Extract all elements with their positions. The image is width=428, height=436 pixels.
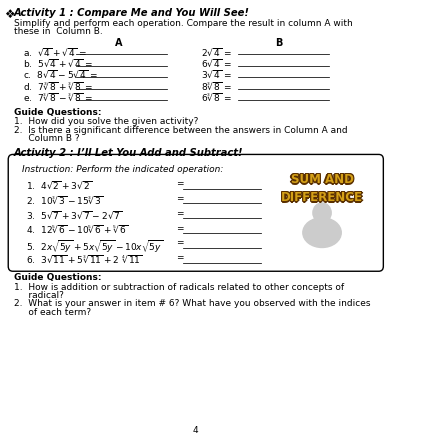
Text: 1.  How is addition or subtraction of radicals related to other concepts of: 1. How is addition or subtraction of rad… (14, 283, 344, 292)
Text: SUM AND: SUM AND (292, 173, 355, 186)
Text: Activity 1 : Compare Me and You Will See!: Activity 1 : Compare Me and You Will See… (14, 8, 250, 18)
Text: SUM AND: SUM AND (290, 172, 353, 185)
Text: 2.  What is your answer in item # 6? What have you observed with the indices: 2. What is your answer in item # 6? What… (14, 300, 370, 308)
FancyBboxPatch shape (8, 154, 383, 271)
Text: 4.  $12\sqrt[5]{6} - 10\sqrt[5]{6} + \sqrt[5]{6}$: 4. $12\sqrt[5]{6} - 10\sqrt[5]{6} + \sqr… (26, 224, 128, 235)
Text: these in  Column B.: these in Column B. (14, 27, 102, 36)
Text: $6\sqrt[3]{8}$ =: $6\sqrt[3]{8}$ = (201, 92, 232, 103)
Text: c.  $8\sqrt{4} - 5\sqrt{4}$ =: c. $8\sqrt{4} - 5\sqrt{4}$ = (23, 69, 98, 81)
Text: SUM AND: SUM AND (290, 174, 353, 187)
Ellipse shape (303, 218, 341, 248)
Text: radical?: radical? (14, 291, 64, 300)
Text: DIFFERENCE: DIFFERENCE (281, 190, 363, 203)
Text: of each term?: of each term? (14, 308, 91, 317)
Text: Guide Questions:: Guide Questions: (14, 108, 101, 117)
Text: DIFFERENCE: DIFFERENCE (282, 192, 364, 205)
Text: Activity 2 : I’ll Let You Add and Subtract!: Activity 2 : I’ll Let You Add and Subtra… (14, 147, 243, 157)
Text: $3\sqrt{4}$ =: $3\sqrt{4}$ = (201, 69, 232, 81)
Text: DIFFERENCE: DIFFERENCE (280, 192, 362, 205)
Text: =: = (175, 238, 183, 248)
Text: =: = (175, 179, 183, 188)
Text: 3.  $5\sqrt{7} + 3\sqrt{7} - 2\sqrt{7}$: 3. $5\sqrt{7} + 3\sqrt{7} - 2\sqrt{7}$ (26, 209, 122, 221)
Text: b.  $5\sqrt{4} + \sqrt{4}$ =: b. $5\sqrt{4} + \sqrt{4}$ = (23, 58, 93, 69)
Text: =: = (175, 224, 183, 233)
Text: SUM AND: SUM AND (291, 173, 354, 186)
Text: 2.  Is there a significant difference between the answers in Column A and: 2. Is there a significant difference bet… (14, 126, 348, 135)
Text: DIFFERENCE: DIFFERENCE (279, 191, 362, 204)
Text: Simplify and perform each operation. Compare the result in column A with: Simplify and perform each operation. Com… (14, 19, 353, 28)
Text: B: B (275, 37, 283, 48)
Text: Column B ?: Column B ? (14, 134, 79, 143)
Text: SUM AND: SUM AND (291, 175, 354, 188)
Text: =: = (175, 194, 183, 203)
Text: ❖: ❖ (4, 8, 14, 21)
Text: Instruction: Perform the indicated operation:: Instruction: Perform the indicated opera… (22, 165, 223, 174)
Text: A: A (115, 37, 123, 48)
Text: $8\sqrt[3]{8}$ =: $8\sqrt[3]{8}$ = (201, 80, 232, 92)
Text: SUM AND: SUM AND (289, 173, 352, 186)
Text: =: = (175, 209, 183, 218)
Text: 6.  $3\sqrt{11} + 5\sqrt[3]{11} + 2\ \sqrt[4]{11}$: 6. $3\sqrt{11} + 5\sqrt[3]{11} + 2\ \sqr… (26, 253, 143, 265)
Text: 5.  $2x\sqrt{5y} + 5x\sqrt{5y} - 10x\sqrt{5y}$: 5. $2x\sqrt{5y} + 5x\sqrt{5y} - 10x\sqrt… (26, 238, 163, 255)
Text: a.  $\sqrt{4} + \sqrt{4}$ =: a. $\sqrt{4} + \sqrt{4}$ = (23, 46, 87, 58)
Text: DIFFERENCE: DIFFERENCE (280, 190, 362, 203)
Text: $2\sqrt{4}$ =: $2\sqrt{4}$ = (201, 46, 232, 58)
Text: 1.  $4\sqrt{2} + 3\sqrt{2}$: 1. $4\sqrt{2} + 3\sqrt{2}$ (26, 179, 92, 191)
Text: DIFFERENCE: DIFFERENCE (282, 191, 364, 204)
Text: DIFFERENCE: DIFFERENCE (281, 193, 363, 205)
Text: 2.  $10\sqrt[3]{3} - 15\sqrt[3]{3}$: 2. $10\sqrt[3]{3} - 15\sqrt[3]{3}$ (26, 194, 103, 206)
Text: SUM AND: SUM AND (291, 172, 354, 185)
Text: SUM AND: SUM AND (291, 174, 354, 187)
Text: DIFFERENCE: DIFFERENCE (281, 191, 363, 204)
Text: d.  $7\sqrt[3]{8} + \sqrt[3]{8}$ =: d. $7\sqrt[3]{8} + \sqrt[3]{8}$ = (23, 80, 93, 92)
Text: DIFFERENCE: DIFFERENCE (282, 190, 364, 203)
Circle shape (313, 203, 331, 223)
Text: 1.  How did you solve the given activity?: 1. How did you solve the given activity? (14, 117, 198, 126)
Text: $6\sqrt{4}$ =: $6\sqrt{4}$ = (201, 58, 232, 69)
Text: Guide Questions:: Guide Questions: (14, 273, 101, 282)
Text: 4: 4 (193, 426, 199, 435)
Text: e.  $7\sqrt[3]{8} - \sqrt[3]{8}$ =: e. $7\sqrt[3]{8} - \sqrt[3]{8}$ = (23, 92, 92, 103)
Text: =: = (175, 253, 183, 262)
Text: SUM AND: SUM AND (291, 172, 354, 185)
